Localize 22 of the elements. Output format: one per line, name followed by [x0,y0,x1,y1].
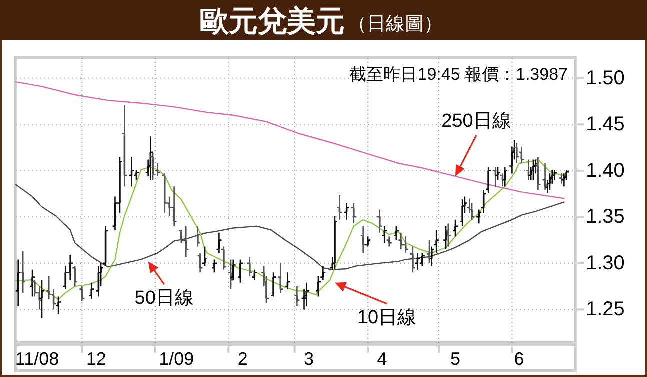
line-series [15,184,565,270]
x-tick-label: 2 [238,349,248,369]
x-tick-label: 5 [450,349,460,369]
x-tick-label: 12 [86,349,106,369]
chart-subtitle: （日線圖） [348,14,443,35]
line-series [15,81,565,200]
annotation: 截至昨日19:45 報價：1.3987 [350,65,568,84]
y-tick-label: 1.50 [586,67,625,90]
chart-title: 歐元兌美元 [200,5,345,38]
y-tick-label: 1.25 [586,298,625,321]
y-tick-label: 1.40 [586,160,625,182]
y-tick-label: 1.35 [586,206,625,228]
x-tick-label: 6 [514,349,524,369]
x-tick-label: 3 [304,349,314,369]
x-tick-label: 1/09 [159,349,194,369]
y-tick-label: 1.30 [586,252,625,274]
annotation: 50日線 [134,288,194,310]
x-tick-label: 4 [377,349,388,369]
annotation: 250日線 [442,110,512,132]
y-tick-label: 1.45 [586,114,625,136]
x-tick-label: 11/08 [15,349,60,369]
annotation: 10日線 [357,307,417,328]
